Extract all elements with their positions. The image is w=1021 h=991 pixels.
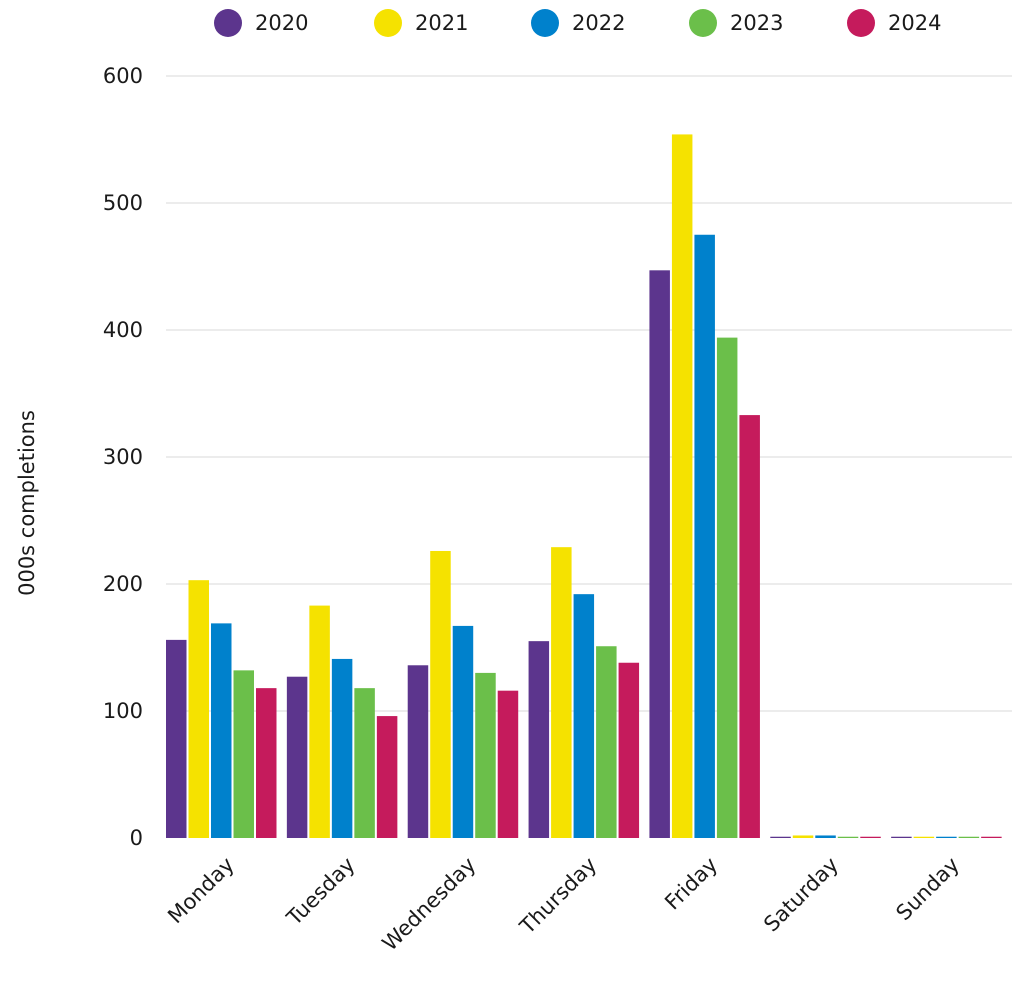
legend-label: 2022 <box>572 11 625 35</box>
bar-wednesday-2024 <box>497 690 519 838</box>
bar-friday-2022 <box>694 234 715 838</box>
legend-swatch-2022 <box>531 9 559 37</box>
bar-monday-2024 <box>256 688 277 838</box>
x-tick-label: Thursday <box>515 853 602 940</box>
bar-thursday-2021 <box>551 547 572 838</box>
gridlines <box>166 75 1012 712</box>
legend-swatch-2021 <box>374 9 402 37</box>
legend-swatch-2024 <box>847 9 875 37</box>
bar-wednesday-2022 <box>452 625 474 838</box>
y-tick-label: 500 <box>103 191 143 215</box>
bar-friday-2023 <box>716 337 738 838</box>
bar-thursday-2022 <box>573 594 595 838</box>
x-tick-label: Saturday <box>759 853 843 937</box>
x-tick-label: Friday <box>660 853 722 915</box>
legend-label: 2021 <box>415 11 468 35</box>
x-axis: Monday Tuesday Wednesday Thursday Friday Satu… <box>163 853 964 956</box>
bar-tuesday-2020 <box>286 676 308 838</box>
bar-thursday-2023 <box>596 646 617 838</box>
legend-label: 2020 <box>255 11 308 35</box>
bar-tuesday-2022 <box>331 658 353 838</box>
bar-thursday-2024 <box>618 662 640 838</box>
y-tick-label: 0 <box>130 826 143 850</box>
bar-friday-2024 <box>739 415 760 838</box>
y-tick-label: 400 <box>103 318 143 342</box>
legend-label: 2024 <box>888 11 941 35</box>
x-tick-label: Tuesday <box>282 853 360 931</box>
bar-monday-2023 <box>233 670 254 838</box>
x-tick-label: Sunday <box>891 853 964 926</box>
bar-tuesday-2024 <box>376 716 398 838</box>
bar-tuesday-2023 <box>354 688 375 838</box>
bar-monday-2021 <box>188 580 209 838</box>
x-tick-label: Monday <box>163 853 239 929</box>
bar-wednesday-2023 <box>475 672 496 838</box>
y-axis: 0 100 200 300 400 500 600 <box>103 64 143 850</box>
bars <box>166 134 1002 839</box>
bar-sunday-2023 <box>958 836 980 838</box>
bar-saturday-2023 <box>837 836 859 838</box>
y-axis-title: 000s completions <box>15 410 39 596</box>
bar-sunday-2021 <box>913 836 935 838</box>
y-tick-label: 200 <box>103 572 143 596</box>
bar-tuesday-2021 <box>309 605 330 838</box>
bar-sunday-2020 <box>891 836 912 838</box>
bar-thursday-2020 <box>528 641 550 838</box>
legend-swatch-2020 <box>214 9 242 37</box>
y-tick-label: 100 <box>103 699 143 723</box>
legend: 2020 2021 2022 2023 2024 <box>214 9 941 37</box>
bar-friday-2021 <box>671 134 693 839</box>
bar-monday-2022 <box>211 623 232 838</box>
bar-wednesday-2021 <box>430 550 451 838</box>
bar-sunday-2022 <box>936 836 957 838</box>
legend-swatch-2023 <box>689 9 717 37</box>
x-tick-label: Wednesday <box>378 853 481 956</box>
bar-wednesday-2020 <box>407 665 429 838</box>
bar-saturday-2022 <box>815 835 836 838</box>
bar-sunday-2024 <box>981 836 1002 838</box>
bar-saturday-2024 <box>860 836 881 838</box>
y-tick-label: 300 <box>103 445 143 469</box>
bar-friday-2020 <box>649 270 670 838</box>
bar-monday-2020 <box>166 639 187 838</box>
bar-saturday-2020 <box>770 836 791 838</box>
y-tick-label: 600 <box>103 64 143 88</box>
bar-saturday-2021 <box>792 835 814 838</box>
legend-label: 2023 <box>730 11 783 35</box>
